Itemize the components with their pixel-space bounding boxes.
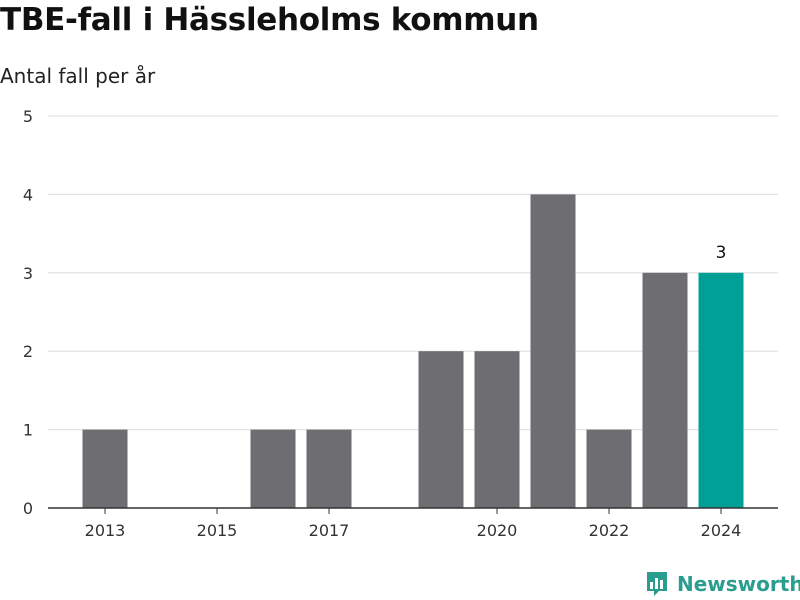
data-label: 3 — [716, 243, 727, 263]
y-tick-label: 3 — [23, 264, 33, 283]
chart-subtitle: Antal fall per år — [0, 64, 156, 88]
x-tick-label: 2022 — [589, 521, 630, 540]
brand-name: Newsworthy — [677, 572, 800, 596]
bar-chart: 0 1 2 3 4 5 2013 2015 2017 2020 2022 2024 3 — [23, 107, 778, 540]
y-tick-label: 1 — [23, 421, 33, 440]
bar-2017 — [306, 429, 352, 508]
x-tick-label: 2017 — [309, 521, 350, 540]
y-tick-label: 2 — [23, 342, 33, 361]
y-tick-label: 0 — [23, 499, 33, 518]
chart-title: TBE-fall i Hässleholms kommun — [0, 2, 539, 38]
bar-2013 — [82, 429, 128, 508]
bar-2016 — [250, 429, 296, 508]
x-tick-label: 2020 — [477, 521, 518, 540]
y-tick-label: 5 — [23, 107, 33, 126]
brand-logo: Newsworthy — [645, 570, 800, 598]
bar-2024 — [698, 272, 744, 508]
bar-2021 — [530, 194, 576, 508]
x-tick-label: 2024 — [701, 521, 742, 540]
bar-2019 — [418, 351, 464, 508]
newsworthy-logo-icon — [647, 572, 667, 596]
y-tick-label: 4 — [23, 185, 33, 204]
bar-2020 — [474, 351, 520, 508]
bar-2023 — [642, 272, 688, 508]
x-tick-label: 2015 — [197, 521, 238, 540]
bar-2022 — [586, 429, 632, 508]
x-tick-label: 2013 — [85, 521, 126, 540]
